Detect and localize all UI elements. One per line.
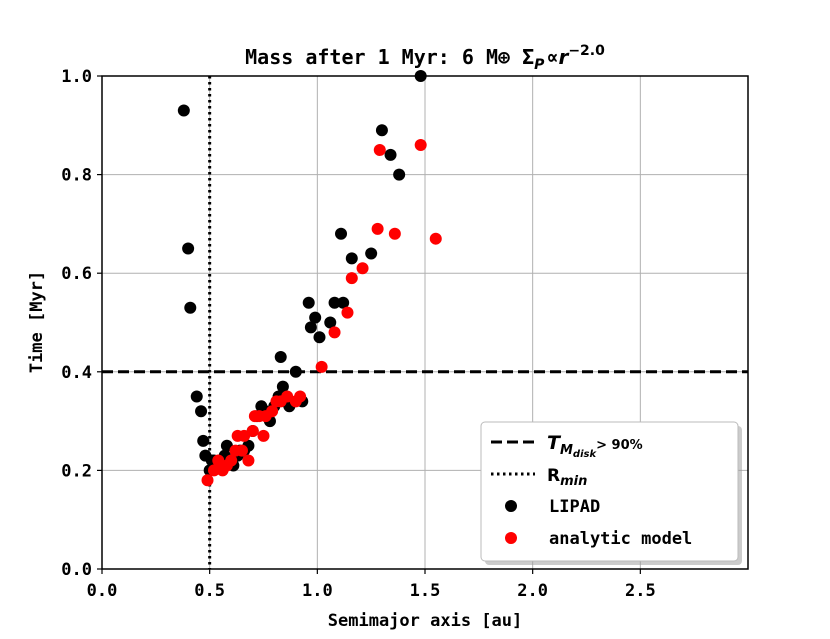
- lipad-point: [337, 296, 350, 309]
- title-sigma-sub: P: [534, 57, 545, 73]
- legend-label-disk-threshold: TMdisk> 90%: [547, 432, 643, 460]
- analytic-model-point: [373, 143, 386, 156]
- analytic-model-point: [266, 405, 279, 418]
- analytic-model-point: [235, 444, 248, 457]
- analytic-model-point: [201, 474, 214, 487]
- analytic-model-point: [328, 326, 341, 339]
- analytic-model-point: [414, 139, 427, 152]
- analytic-model-point: [341, 306, 354, 319]
- analytic-model-point: [257, 429, 270, 442]
- axis-ticks: 0.0 0.5 1.0 1.5 2.0 2.5 0.0 0.2 0.4 0.6 0.8 1.0: [61, 67, 655, 601]
- title-r: r: [558, 45, 569, 69]
- y-tick-label: 1.0: [61, 67, 92, 87]
- lipad-point: [197, 434, 210, 447]
- analytic-model-point: [207, 464, 220, 477]
- legend-analytic-marker: [505, 532, 517, 544]
- x-tick-label: 1.0: [302, 581, 333, 601]
- lipad-point: [182, 242, 195, 255]
- lipad-point: [274, 351, 287, 364]
- x-tick-label: 0.0: [87, 581, 118, 601]
- analytic-model-point: [356, 262, 369, 275]
- title-propto: ∝: [546, 45, 558, 69]
- analytic-model-point: [242, 454, 255, 467]
- x-tick-label: 0.5: [194, 581, 225, 601]
- y-tick-label: 0.2: [61, 461, 92, 481]
- y-tick-label: 0.8: [61, 166, 92, 186]
- analytic-model-point: [315, 360, 328, 373]
- lipad-point: [304, 321, 317, 334]
- lipad-point: [302, 296, 315, 309]
- lipad-point: [309, 311, 322, 324]
- lipad-point: [190, 390, 203, 403]
- reference-lines: [102, 76, 748, 569]
- data-points: [177, 70, 442, 487]
- title-exponent: −2.0: [568, 43, 605, 59]
- y-tick-label: 0.6: [61, 264, 92, 284]
- analytic-model-point: [371, 222, 384, 235]
- analytic-model-point: [246, 424, 259, 437]
- analytic-model-point: [294, 390, 307, 403]
- lipad-point: [393, 168, 406, 181]
- analytic-model-point: [429, 232, 442, 245]
- lipad-point: [345, 252, 358, 265]
- lipad-point: [375, 124, 388, 137]
- x-tick-label: 2.5: [625, 581, 656, 601]
- lipad-point: [276, 380, 289, 393]
- lipad-point: [177, 104, 190, 117]
- legend-label-analytic: analytic model: [549, 529, 692, 549]
- lipad-point: [184, 301, 197, 314]
- analytic-model-point: [388, 227, 401, 240]
- analytic-model-point: [225, 454, 238, 467]
- x-tick-label: 2.0: [517, 581, 548, 601]
- legend-label-rmin: Rmin: [547, 466, 587, 489]
- x-axis-title: Semimajor axis [au]: [328, 611, 522, 631]
- lipad-point: [365, 247, 378, 260]
- analytic-model-point: [345, 272, 358, 285]
- lipad-point: [324, 316, 337, 329]
- lipad-point: [335, 227, 348, 240]
- legend-box: [480, 421, 739, 562]
- lipad-point: [313, 331, 326, 344]
- legend-lipad-marker: [505, 500, 517, 512]
- lipad-point: [328, 296, 341, 309]
- y-tick-label: 0.4: [61, 363, 92, 383]
- lipad-point: [289, 365, 302, 378]
- y-axis-title: Time [Myr]: [27, 271, 47, 373]
- y-tick-label: 0.0: [61, 560, 92, 580]
- lipad-point: [195, 405, 208, 418]
- lipad-point: [384, 148, 397, 161]
- chart-title: Mass after 1 Myr: 6 M⊕ ΣP ∝r−2.0: [245, 43, 605, 73]
- legend: TMdisk> 90% Rmin LIPAD analytic model: [480, 421, 742, 565]
- x-tick-label: 1.5: [410, 581, 441, 601]
- legend-label-lipad: LIPAD: [549, 497, 600, 517]
